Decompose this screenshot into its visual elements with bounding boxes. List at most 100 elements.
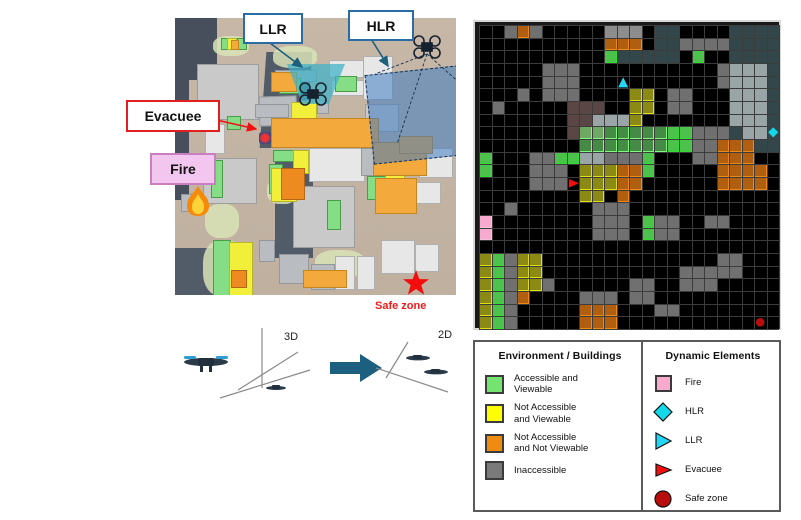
grid-cell-gray [629, 151, 642, 165]
grid-cell-graydot [629, 25, 642, 38]
legend-line-1: Inaccessible [514, 465, 567, 477]
grid-cell-haze [741, 37, 754, 51]
red-triangle-icon [653, 460, 673, 480]
legend-line-2: Viewable [514, 384, 553, 396]
grid-cell-gray [504, 25, 517, 38]
grid-cell-gray [679, 278, 692, 291]
grid-cell-gray [691, 37, 704, 51]
grid-cell-graylt [729, 63, 742, 76]
grid-cell-gray [704, 126, 717, 139]
grid-line-horizontal [479, 190, 779, 191]
grid-cell-gray [579, 291, 592, 304]
cyan-diamond-icon [653, 402, 673, 422]
grid-cell-brightgreen [579, 126, 592, 139]
legend-label: Accessible and Viewable [514, 373, 578, 395]
grid-cell-green [479, 151, 492, 165]
grid-cell-brightgreen [604, 139, 617, 152]
grid-cell-haze [766, 139, 779, 152]
grid-cell-haze [629, 50, 642, 63]
grid-cell-haze [654, 25, 667, 38]
grid-line-horizontal [479, 228, 779, 229]
legend-environment-title: Environment / Buildings [498, 350, 622, 362]
grid-cell-orange [629, 164, 642, 177]
legend-dynamic-title: Dynamic Elements [665, 350, 761, 362]
grid-cell-green [666, 139, 679, 152]
grid-cell-gray [554, 164, 567, 177]
not-accessible-not-viewable-building [303, 270, 347, 288]
orange-swatch-icon [485, 433, 504, 453]
legend-label: Evacuee [685, 464, 722, 476]
grid-cell-graydot [616, 25, 629, 38]
grid-cell-gray [691, 126, 704, 139]
grid-cell-yellow [479, 253, 492, 266]
grid-cell-gray [716, 75, 729, 89]
grid-cell-gray [554, 63, 567, 76]
grid-cell-brightgreen [604, 126, 617, 139]
evacuee-marker [568, 178, 579, 188]
fire-flame-icon [187, 186, 209, 216]
grid-cell-gray [666, 101, 679, 114]
grid-cell-gray [591, 227, 604, 241]
fire-callout[interactable]: Fire [150, 153, 216, 185]
grid-cell-gray [704, 278, 717, 291]
grid-cell-smoke [579, 101, 592, 114]
grid-cell-green [491, 265, 504, 279]
not-accessible-not-viewable-building [271, 118, 379, 148]
grid-cell-gray [716, 265, 729, 279]
grid-cell-gray [529, 164, 542, 177]
grid-line-vertical [779, 25, 780, 329]
building [309, 148, 365, 182]
legend-item-llr: LLR [653, 431, 773, 451]
building [259, 240, 275, 262]
dark-red-circle-icon [653, 489, 673, 509]
legend-line-2: and Viewable [514, 413, 571, 425]
legend-item-fire: Fire [653, 373, 773, 393]
grid-cell-orange [604, 303, 617, 317]
2d-grid-occupancy-map[interactable] [473, 20, 781, 330]
grid-cell-orange [516, 25, 529, 38]
hlr-marker [767, 127, 778, 138]
grid-cell-gray [691, 139, 704, 152]
grid-cell-gray [529, 177, 542, 190]
grid-line-horizontal [479, 304, 779, 305]
grid-cell-orange [716, 164, 729, 177]
grid-cell-green [491, 316, 504, 329]
legend-item-inaccessible: Inaccessible [485, 461, 635, 481]
grid-cell-orange [516, 291, 529, 304]
grid-cell-haze [754, 139, 767, 152]
llr-callout[interactable]: LLR [243, 13, 303, 44]
grid-cell-orange [716, 139, 729, 152]
grid-cell-yellow [516, 278, 529, 291]
grid-cell-graylt [729, 113, 742, 127]
grid-cell-orange [629, 37, 642, 51]
grid-line-horizontal [479, 291, 779, 292]
hlr-callout[interactable]: HLR [348, 10, 414, 41]
grid-cell-graylt [591, 151, 604, 165]
grid-canvas[interactable] [479, 25, 780, 330]
grid-cell-graylt [579, 151, 592, 165]
grid-cell-graylt [729, 75, 742, 89]
grid-cell-green [554, 151, 567, 165]
grid-cell-fire [479, 227, 492, 241]
legend-item-accessible-viewable: Accessible and Viewable [485, 373, 635, 395]
grid-cell-gray [679, 101, 692, 114]
not-accessible-not-viewable-building [231, 270, 247, 288]
grid-cell-gray [629, 291, 642, 304]
grid-cell-orange [716, 151, 729, 165]
grid-cell-smoke [566, 126, 579, 139]
grid-cell-graylt [729, 88, 742, 101]
grid-cell-yellow [579, 164, 592, 177]
accessible-viewable-building [273, 150, 295, 162]
grid-cell-gray [716, 126, 729, 139]
grid-cell-graylt [754, 113, 767, 127]
grid-cell-graylt [741, 101, 754, 114]
evacuee-callout[interactable]: Evacuee [126, 100, 220, 132]
legend-label: Fire [685, 377, 702, 389]
grid-cell-haze [729, 50, 742, 63]
grid-cell-orange [729, 177, 742, 190]
grid-cell-green [491, 278, 504, 291]
grid-cell-green [679, 139, 692, 152]
legend-dynamic-column: Dynamic Elements Fire HLR LLR [643, 342, 779, 510]
grid-cell-brightgreen [579, 139, 592, 152]
grid-cell-graylt [754, 63, 767, 76]
